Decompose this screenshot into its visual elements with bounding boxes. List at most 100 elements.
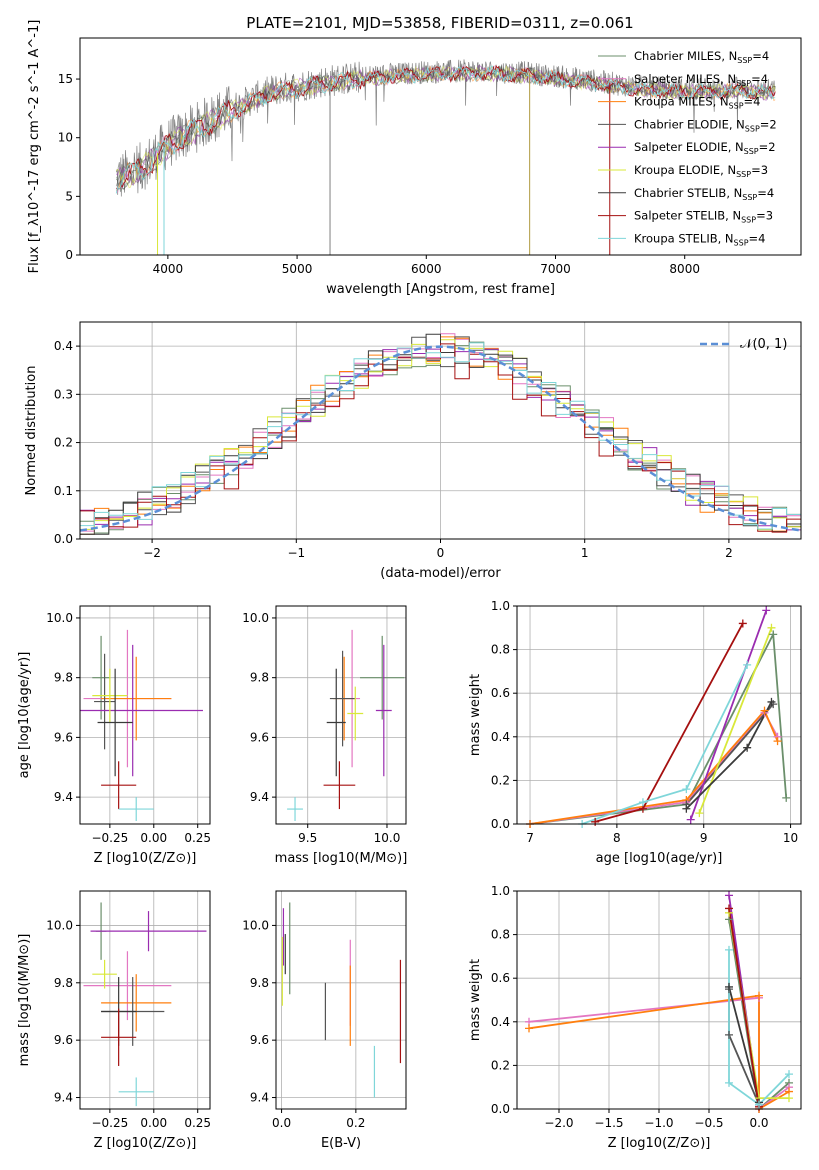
y-tick-label: 0.3 — [54, 387, 73, 401]
figure-title: PLATE=2101, MJD=53858, FIBERID=0311, z=0… — [246, 14, 633, 32]
spectrum-model-line — [115, 64, 776, 186]
errorbar-point — [92, 668, 128, 723]
x-tick-label: 4000 — [153, 262, 184, 276]
y-tick-label: 9.8 — [250, 976, 269, 990]
y-tick-label: 1.0 — [491, 884, 510, 898]
x-tick-label: 9.5 — [298, 831, 317, 845]
spectrum-legend: Chabrier MILES, NSSP=4 Salpeter MILES, NS… — [598, 49, 777, 247]
errorbar-point — [347, 686, 364, 741]
y-tick-label: 10.0 — [242, 611, 269, 625]
weight-marker — [760, 706, 769, 715]
errorbar-point — [101, 974, 172, 1032]
y-tick-label: 10.0 — [46, 611, 73, 625]
y-tick-label: 9.4 — [54, 790, 73, 804]
y-axis-label: Flux [f_λ10^-17 erg cm^-2 s^-1 A^-1] — [27, 20, 42, 274]
x-tick-label: 0 — [437, 546, 445, 560]
weight-line — [685, 703, 774, 805]
weight-marker — [769, 630, 778, 639]
y-tick-label: 0.2 — [491, 1058, 510, 1072]
errorbar-point — [323, 761, 356, 810]
weight-marker — [743, 743, 752, 752]
x-tick-label: 10 — [783, 831, 798, 845]
weight_vs_age-panel: 7 8 9 10 0.0 0.2 0.4 0.6 0.8 1.0 age [log10(age/yr… — [468, 599, 802, 866]
errorbar-point — [92, 959, 117, 989]
y-axis-label: mass weight — [468, 674, 483, 756]
weight-marker — [773, 737, 782, 746]
x-tick-label: 1 — [581, 546, 589, 560]
x-tick-label: 8 — [613, 831, 621, 845]
weight-marker — [725, 891, 733, 900]
y-axis-label: mass weight — [468, 959, 483, 1041]
x-tick-label: 0.00 — [140, 1116, 167, 1130]
weight-marker — [682, 785, 691, 794]
y-tick-label: 10.0 — [242, 918, 269, 932]
axes-frame — [79, 890, 211, 1110]
weight-marker — [725, 945, 733, 954]
y-tick-label: 9.4 — [250, 790, 269, 804]
weight-marker — [782, 793, 791, 802]
errorbar-point — [118, 1077, 154, 1107]
x-axis-label: Z [log10(Z/Z⊙)] — [608, 1136, 711, 1151]
normal-reference-curve — [80, 345, 801, 532]
errorbar-point — [90, 911, 207, 952]
y-tick-label: 9.8 — [54, 671, 73, 685]
residuals-panel: −2 −1 0 1 2 0.0 0.1 0.2 0.3 0.4 (data-model)/error… — [24, 321, 802, 581]
weight-marker — [686, 815, 695, 824]
weight-line — [529, 711, 779, 824]
errorbar-point — [101, 1008, 137, 1066]
errorbar-point — [360, 635, 405, 720]
y-tick-label: 1.0 — [491, 599, 510, 613]
axes-frame — [79, 321, 802, 540]
age_vs_Z-panel: −0.25 0.00 0.25 9.4 9.6 9.8 10.0 Z [log10(Z/Z⊙)… — [17, 605, 211, 866]
errorbar-point — [94, 653, 116, 750]
axes-frame — [79, 37, 802, 256]
x-tick-label: 7 — [526, 831, 534, 845]
x-tick-label: 6000 — [411, 262, 442, 276]
weight-marker — [767, 697, 776, 706]
x-tick-label: 10.0 — [374, 831, 401, 845]
x-tick-label: −1.5 — [594, 1116, 623, 1130]
spectrum-model-line — [115, 64, 776, 190]
x-tick-label: 0.00 — [140, 831, 167, 845]
x-tick-label: −0.25 — [91, 1116, 128, 1130]
errorbar-point — [101, 761, 137, 810]
y-tick-label: 10 — [58, 131, 73, 145]
weight-marker — [725, 982, 733, 991]
y-tick-label: 9.6 — [250, 730, 269, 744]
y-tick-label: 0.0 — [491, 1102, 510, 1116]
residuals-plot-area — [80, 333, 801, 535]
weight-marker — [755, 991, 763, 1000]
mass_vs_ebv-panel: 0.0 0.2 9.4 9.6 9.8 10.0 E(B-V) — [242, 890, 407, 1151]
spectrum-plot-area — [115, 59, 776, 255]
y-tick-label: 0.6 — [491, 971, 510, 985]
x-tick-label: 5000 — [282, 262, 313, 276]
mass_vs_Z-plot-area — [83, 902, 207, 1107]
y-tick-label: 0.8 — [491, 643, 510, 657]
weight-marker — [638, 798, 647, 807]
x-tick-label: −2 — [143, 546, 161, 560]
x-axis-label: mass [log10(M/M⊙)] — [275, 851, 408, 866]
legend-entry: Kroupa ELODIE, NSSP=3 — [634, 163, 768, 179]
x-tick-label: 0.2 — [346, 1116, 365, 1130]
legend-entry: Kroupa STELIB, NSSP=4 — [634, 231, 765, 247]
axes-frame — [516, 890, 802, 1110]
y-tick-label: 9.8 — [250, 671, 269, 685]
residual-histogram — [80, 343, 801, 533]
y-tick-label: 0.0 — [54, 532, 73, 546]
y-tick-label: 0.6 — [491, 686, 510, 700]
legend-entry: Chabrier MILES, NSSP=4 — [634, 49, 769, 65]
x-axis-label: Z [log10(Z/Z⊙)] — [94, 1136, 197, 1151]
weight-line — [698, 627, 773, 814]
x-tick-label: 7000 — [540, 262, 571, 276]
mass_vs_ebv-plot-area — [281, 902, 402, 1098]
legend-entry: Chabrier STELIB, NSSP=4 — [634, 186, 774, 202]
y-tick-label: 10.0 — [46, 918, 73, 932]
y-tick-label: 0.8 — [491, 928, 510, 942]
y-tick-label: 9.6 — [54, 730, 73, 744]
weight-line — [529, 708, 779, 824]
axes-frame — [275, 890, 407, 1110]
x-tick-label: 8000 — [669, 262, 700, 276]
weight_vs_age-plot-area — [529, 610, 788, 824]
errorbar-point — [101, 656, 172, 741]
y-tick-label: 0.1 — [54, 484, 73, 498]
